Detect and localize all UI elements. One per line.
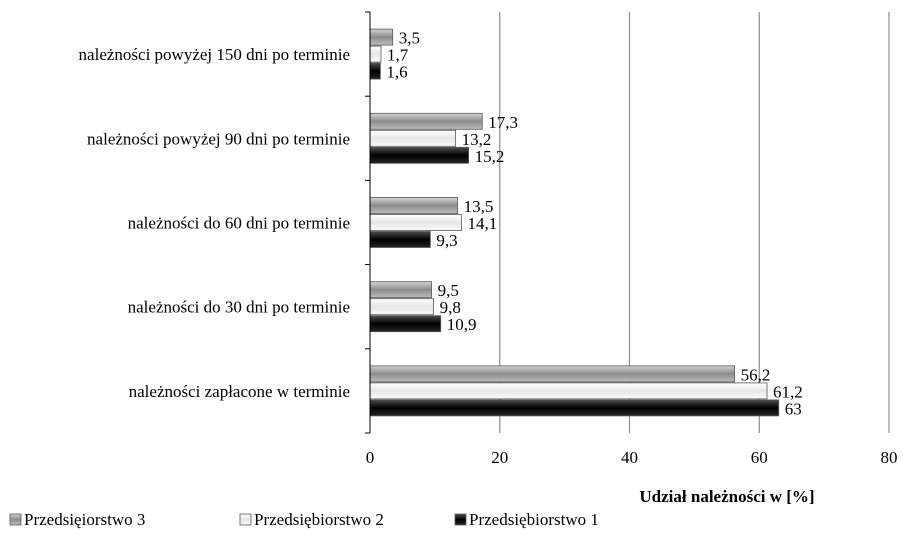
data-label: 14,1 <box>467 214 497 233</box>
gridlines <box>499 12 890 433</box>
bar <box>369 399 780 417</box>
x-tick-label: 40 <box>621 448 638 467</box>
bar <box>369 365 735 383</box>
category-label: należności zapłacone w terminie <box>129 382 350 401</box>
bars <box>369 28 780 417</box>
category-label: należności do 60 dni po terminie <box>128 214 350 233</box>
bar <box>369 28 394 46</box>
legend-swatch <box>9 513 22 526</box>
axes <box>365 11 371 434</box>
bar <box>369 281 433 299</box>
bar <box>369 129 457 147</box>
data-label: 1,7 <box>387 46 409 65</box>
data-label: 9,8 <box>440 298 461 317</box>
x-tick-label: 0 <box>366 448 375 467</box>
legend: Przedsięiorstwo 3 Przedsiębiorstwo 2 Przed… <box>9 510 599 529</box>
category-label: należności powyżej 90 dni po terminie <box>87 129 350 148</box>
bar <box>369 62 381 80</box>
data-label: 13,2 <box>462 130 492 149</box>
bar <box>369 382 768 400</box>
data-label: 61,2 <box>773 382 803 401</box>
labels: 0 20 40 60 80 należności powyżej 150 dni po t… <box>79 29 898 467</box>
data-label: 10,9 <box>447 315 477 334</box>
data-label: 1,6 <box>386 63 407 82</box>
category-label: należności do 30 dni po terminie <box>128 298 350 317</box>
legend-swatch <box>454 513 467 526</box>
bar <box>369 45 382 63</box>
category-label: należności powyżej 150 dni po terminie <box>79 45 350 64</box>
bar <box>369 231 431 248</box>
x-tick-label: 80 <box>881 448 898 467</box>
data-label: 9,3 <box>436 231 457 250</box>
x-axis-title: Udział należności w [%] <box>639 487 814 506</box>
data-label: 56,2 <box>741 365 771 384</box>
data-label: 13,5 <box>464 197 494 216</box>
data-label: 3,5 <box>399 29 420 48</box>
legend-label: Przedsiębiorstwo 1 <box>469 510 599 529</box>
bar <box>369 112 483 130</box>
legend-label: Przedsiębiorstwo 2 <box>254 510 384 529</box>
data-label: 9,5 <box>438 281 459 300</box>
x-tick-label: 20 <box>491 448 508 467</box>
legend-label: Przedsięiorstwo 3 <box>24 510 145 529</box>
legend-swatch <box>239 513 252 526</box>
data-label: 17,3 <box>488 113 518 132</box>
data-label: 15,2 <box>475 147 505 166</box>
bar <box>369 315 442 333</box>
bar <box>369 146 470 164</box>
bar <box>369 298 434 316</box>
x-tick-label: 60 <box>751 448 768 467</box>
data-label: 63 <box>785 399 802 418</box>
bar <box>369 197 458 214</box>
bar <box>369 214 462 231</box>
